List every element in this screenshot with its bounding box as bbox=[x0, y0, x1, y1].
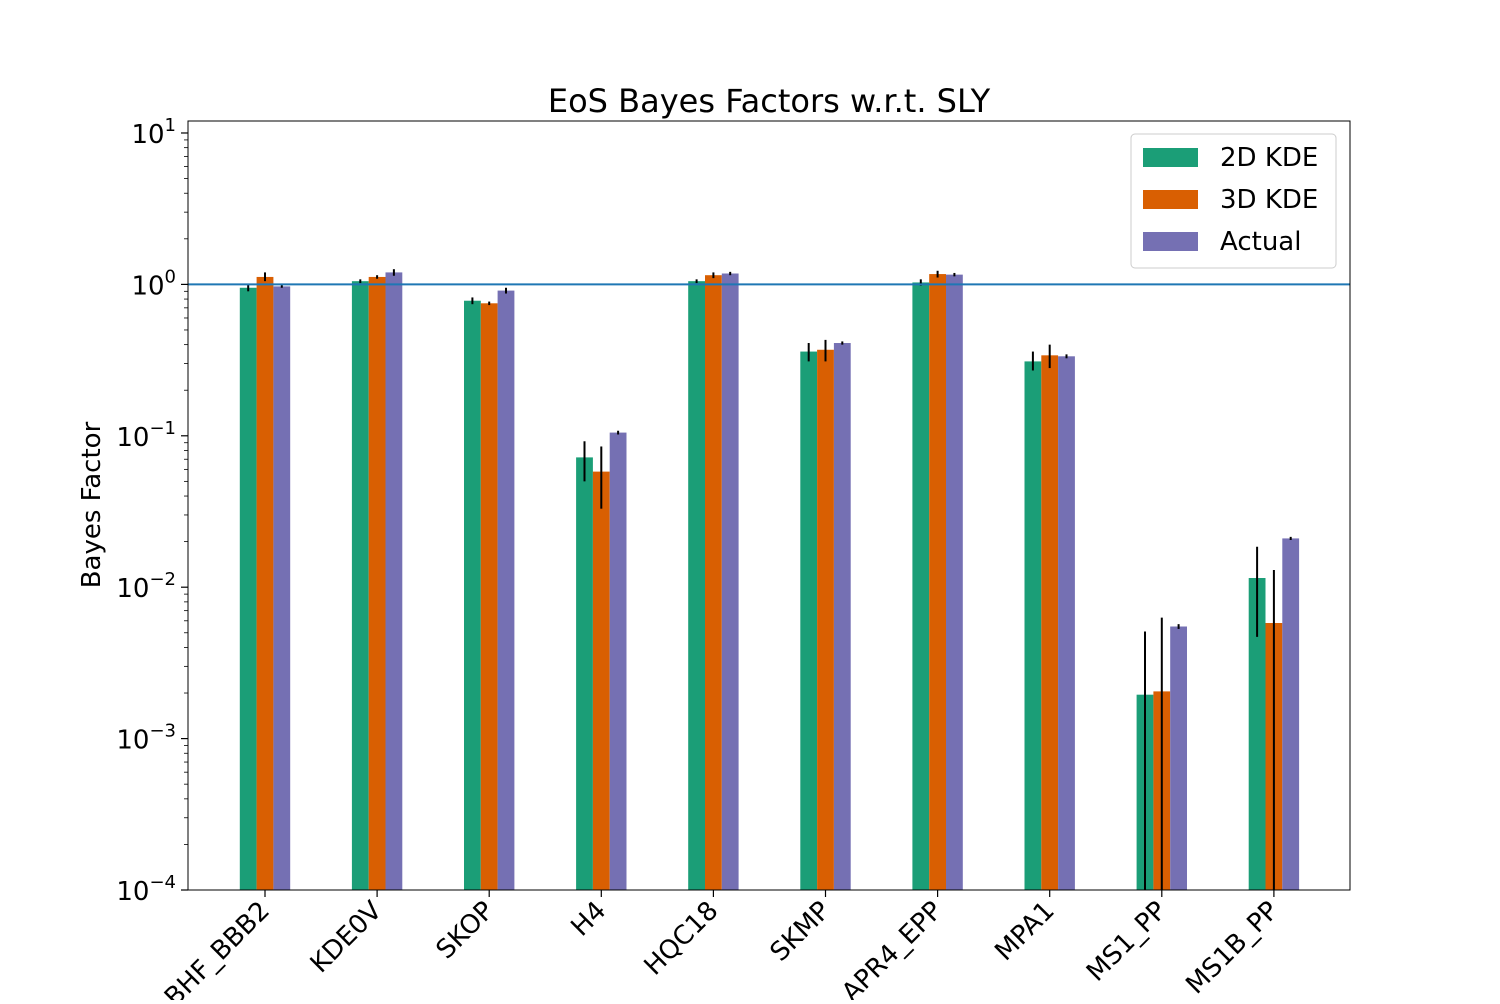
x-tick-label: MPA1 bbox=[989, 896, 1060, 967]
bar bbox=[833, 343, 851, 891]
bar bbox=[480, 303, 498, 890]
bar bbox=[721, 273, 739, 891]
bar bbox=[592, 471, 610, 890]
y-tick-label: 10−1 bbox=[116, 418, 176, 453]
y-tick-label: 100 bbox=[131, 266, 176, 301]
bar bbox=[946, 274, 963, 891]
bar bbox=[239, 287, 257, 890]
bar bbox=[609, 432, 627, 890]
y-tick-label: 10−3 bbox=[116, 721, 176, 756]
x-tick-label: APR4_EPP bbox=[836, 896, 948, 1000]
y-axis-label: Bayes Factor bbox=[77, 421, 107, 588]
bar bbox=[1282, 538, 1300, 890]
legend-label: Actual bbox=[1220, 227, 1301, 257]
x-tick-label: SKOP bbox=[431, 896, 500, 965]
bar bbox=[688, 281, 705, 890]
bar bbox=[1248, 578, 1266, 890]
x-tick-label: MS1B_PP bbox=[1180, 896, 1284, 1000]
bar bbox=[1170, 626, 1187, 890]
bar bbox=[273, 286, 291, 890]
bar bbox=[817, 349, 834, 890]
bar bbox=[464, 300, 481, 890]
bar bbox=[1058, 356, 1075, 890]
bar bbox=[497, 290, 515, 890]
legend-swatch bbox=[1143, 232, 1198, 251]
legend-label: 3D KDE bbox=[1220, 185, 1318, 215]
chart-title: EoS Bayes Factors w.r.t. SLY bbox=[548, 82, 991, 120]
legend-swatch bbox=[1143, 190, 1198, 209]
bar bbox=[576, 457, 593, 890]
legend: 2D KDE 3D KDE Actual bbox=[1130, 133, 1337, 269]
x-tick-label: SKMP bbox=[765, 896, 837, 968]
x-tick-label: KDE0V bbox=[305, 896, 388, 979]
legend-swatch bbox=[1143, 148, 1198, 167]
x-tick-label: HQC18 bbox=[639, 896, 725, 982]
x-tick-label: H4 bbox=[566, 896, 613, 943]
bar bbox=[912, 282, 930, 890]
bar bbox=[1024, 361, 1042, 890]
bar bbox=[368, 276, 386, 890]
bar bbox=[800, 351, 818, 891]
bar bbox=[929, 274, 946, 890]
y-tick-label: 10−2 bbox=[116, 569, 176, 604]
y-tick-label: 101 bbox=[131, 115, 176, 150]
bar bbox=[385, 272, 403, 890]
bar bbox=[1041, 355, 1059, 890]
plot-frame bbox=[187, 120, 1351, 891]
y-tick-label: 10−4 bbox=[116, 872, 176, 907]
legend-label: 2D KDE bbox=[1220, 143, 1318, 173]
bar bbox=[256, 276, 274, 890]
bar bbox=[351, 281, 369, 890]
bar bbox=[705, 275, 722, 890]
x-tick-label: BHF_BBB2 bbox=[159, 896, 276, 1000]
x-tick-label: MS1_PP bbox=[1081, 896, 1173, 988]
